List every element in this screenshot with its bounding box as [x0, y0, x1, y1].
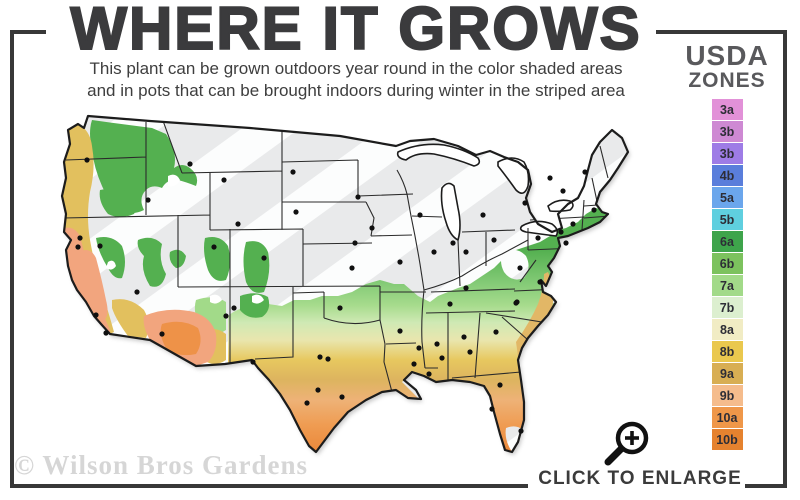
great-lakes — [396, 143, 574, 241]
frame-border-right — [783, 30, 787, 488]
zone-swatch-6b: 6b — [711, 253, 743, 274]
zone-swatch-10b: 10b — [711, 429, 743, 450]
zone-swatch-label: 5a — [720, 190, 734, 205]
zone-swatch-label: 7b — [719, 300, 735, 315]
zone-swatch-8a: 8a — [711, 319, 743, 340]
page-subtitle: This plant can be grown outdoors year ro… — [0, 58, 712, 102]
zone-swatch-label: 10a — [716, 410, 738, 425]
zone-swatch-4b: 4b — [711, 165, 743, 186]
zone-salmon-central-valley — [80, 250, 108, 320]
zone-swatch-label: 3b — [719, 124, 735, 139]
zone-swatch-10a: 10a — [711, 407, 743, 428]
zone-swatch-7a: 7a — [711, 275, 743, 296]
zone-swatch-label: 9a — [720, 366, 734, 381]
zone-gold-socal-desert — [112, 299, 149, 338]
zone-green-oregon — [99, 188, 137, 217]
zone-swatch-7b: 7b — [711, 297, 743, 318]
city-dots — [75, 157, 597, 434]
zone-swatch-label: 6b — [719, 256, 735, 271]
zone-striped-west-virginia — [501, 249, 529, 280]
zone-swatch-3b: 3b — [711, 143, 743, 164]
lake-superior — [396, 143, 481, 167]
zone-swatch-6a: 6a — [711, 231, 743, 252]
zone-green-sierra — [96, 237, 125, 279]
zone-swatch-5a: 5a — [711, 187, 743, 208]
lake-huron — [497, 157, 530, 194]
lake-michigan — [440, 182, 461, 241]
zone-swatch-label: 9b — [719, 388, 735, 403]
usda-zones-legend: USDA ZONES 3a 3b 3b 4b 5a 5b 6a 6b 7a 7b 8a 8b 9a 9b 1… — [682, 42, 772, 451]
frame-border-top-right — [656, 30, 787, 34]
zone-swatch-label: 5b — [719, 212, 735, 227]
legend-title-zones: ZONES — [688, 69, 766, 92]
zone-swatch-label: 3a — [720, 102, 734, 117]
frame-border-bottom-right-segment — [745, 484, 787, 488]
frame-border-bottom-left-segment — [10, 484, 528, 488]
lake-erie — [519, 220, 559, 237]
zone-swatch-label: 3b — [719, 146, 735, 161]
zone-swatch-8b: 8b — [711, 341, 743, 362]
magnifier-plus-icon[interactable] — [598, 418, 656, 470]
map-color-zones — [62, 120, 608, 452]
subtitle-line-2: and in pots that can be brought indoors … — [87, 81, 625, 100]
zone-green-utah — [204, 237, 231, 281]
zone-swatch-label: 10b — [716, 432, 738, 447]
zone-white-peak-idaho — [168, 174, 180, 187]
zone-swatch-label: 7a — [720, 278, 734, 293]
zone-swatch-5b: 5b — [711, 209, 743, 230]
watermark: © Wilson Bros Gardens — [14, 450, 308, 480]
page-title: WHERE IT GROWS — [69, 0, 642, 63]
zone-swatch-label: 4b — [719, 168, 735, 183]
zone-white-peak-colorado — [252, 294, 264, 304]
zone-swatch-label: 6a — [720, 234, 734, 249]
zone-swatch-3a: 3a — [711, 99, 743, 120]
zone-swatch-9b: 9b — [711, 385, 743, 406]
zone-white-peak-sierra — [106, 260, 116, 270]
frame-border-top-left — [10, 30, 46, 34]
click-to-enlarge-button[interactable]: CLICK TO ENLARGE — [536, 466, 744, 493]
zone-swatch-9a: 9a — [711, 363, 743, 384]
zone-orange-arizona-core — [160, 321, 201, 356]
legend-title-usda: USDA — [685, 40, 769, 71]
zone-list: 3a 3b 3b 4b 5a 5b 6a 6b 7a 7b 8a 8b 9a 9b 10a 10b — [682, 99, 772, 450]
zone-swatch-label: 8b — [719, 344, 735, 359]
frame-border-left — [10, 30, 14, 488]
zone-green-nevada — [137, 237, 166, 287]
zone-green-colorado — [243, 241, 270, 293]
zone-swatch-label: 8a — [720, 322, 734, 337]
subtitle-line-1: This plant can be grown outdoors year ro… — [89, 59, 623, 78]
zone-swatch-3b: 3b — [711, 121, 743, 142]
lake-ontario — [547, 199, 574, 213]
zone-white-peak-utah — [210, 294, 222, 304]
